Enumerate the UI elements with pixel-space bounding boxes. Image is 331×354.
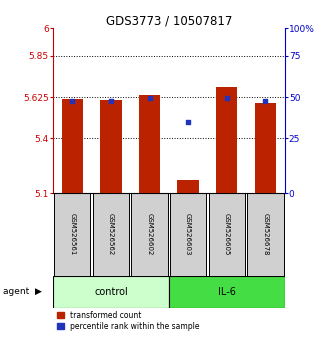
Point [147,96,152,101]
Text: control: control [94,287,128,297]
Point [263,98,268,104]
Bar [255,103,276,193]
Point [108,98,114,104]
Point [224,96,229,101]
Text: GSM526605: GSM526605 [224,213,230,256]
Bar [177,180,199,193]
Bar [53,275,169,308]
Bar [100,100,121,193]
Title: GDS3773 / 10507817: GDS3773 / 10507817 [106,14,232,27]
Point [185,119,191,125]
Legend: transformed count, percentile rank within the sample: transformed count, percentile rank withi… [57,310,199,331]
Text: GSM526603: GSM526603 [185,213,191,256]
Text: GSM526562: GSM526562 [108,213,114,256]
Bar [169,275,285,308]
Bar [247,193,283,275]
Bar [139,95,160,193]
Bar [170,193,206,275]
Text: IL-6: IL-6 [218,287,236,297]
Text: GSM526678: GSM526678 [262,213,268,256]
Bar [62,99,83,193]
Bar [131,193,167,275]
Text: agent  ▶: agent ▶ [3,287,42,296]
Bar [209,193,245,275]
Bar [216,87,237,193]
Text: GSM526602: GSM526602 [147,213,153,256]
Bar [54,193,90,275]
Point [70,98,75,104]
Bar [93,193,129,275]
Text: GSM526561: GSM526561 [69,213,75,256]
